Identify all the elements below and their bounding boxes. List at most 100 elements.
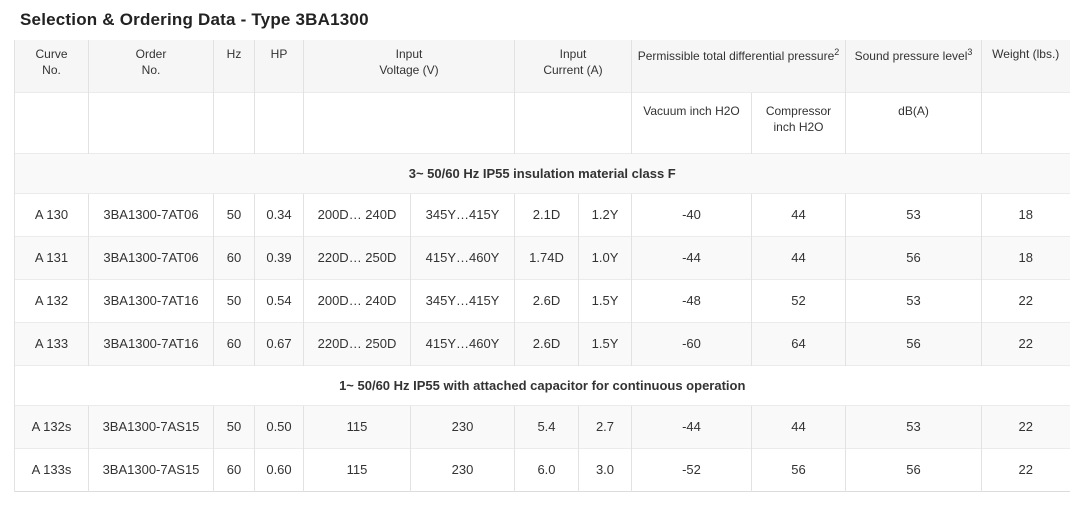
subheader-empty xyxy=(303,91,515,153)
cell-weight: 18 xyxy=(981,235,1070,279)
cell-weight: 22 xyxy=(981,278,1070,322)
cell-hp: 0.50 xyxy=(254,404,304,448)
column-header-curve-no: Curve No. xyxy=(14,40,89,92)
column-header-weight: Weight (lbs.) xyxy=(981,40,1070,92)
cell-order-no: 3BA1300-7AS15 xyxy=(88,404,214,448)
cell-current-y: 1.5Y xyxy=(578,278,632,322)
cell-db: 53 xyxy=(845,192,982,236)
sound-footnote-marker: 3 xyxy=(967,47,973,57)
cell-order-no: 3BA1300-7AS15 xyxy=(88,447,214,491)
cell-db: 56 xyxy=(845,235,982,279)
cell-hz: 60 xyxy=(213,321,255,365)
column-header-input-current: Input Current (A) xyxy=(514,40,632,92)
cell-current-d: 6.0 xyxy=(514,447,579,491)
cell-compressor: 64 xyxy=(751,321,846,365)
cell-db: 53 xyxy=(845,404,982,448)
cell-order-no: 3BA1300-7AT06 xyxy=(88,192,214,236)
cell-voltage-d: 200D… 240D xyxy=(303,278,411,322)
subheader-compressor: Compressor inch H2O xyxy=(751,91,846,153)
cell-curve-no: A 130 xyxy=(14,192,89,236)
cell-voltage-y: 345Y…415Y xyxy=(410,192,515,236)
cell-order-no: 3BA1300-7AT16 xyxy=(88,321,214,365)
cell-hp: 0.39 xyxy=(254,235,304,279)
cell-vacuum: -44 xyxy=(631,404,752,448)
cell-voltage-y: 230 xyxy=(410,404,515,448)
section-title: 1~ 50/60 Hz IP55 with attached capacitor… xyxy=(14,364,1070,405)
subheader-empty xyxy=(981,91,1070,153)
cell-vacuum: -52 xyxy=(631,447,752,491)
table-row: A 131 3BA1300-7AT06 60 0.39 220D… 250D 4… xyxy=(14,235,1070,279)
cell-voltage-y: 415Y…460Y xyxy=(410,235,515,279)
subheader-empty xyxy=(88,91,214,153)
cell-vacuum: -48 xyxy=(631,278,752,322)
cell-current-d: 2.6D xyxy=(514,321,579,365)
cell-voltage-d: 220D… 250D xyxy=(303,235,411,279)
cell-hz: 50 xyxy=(213,278,255,322)
cell-hp: 0.60 xyxy=(254,447,304,491)
cell-vacuum: -44 xyxy=(631,235,752,279)
cell-current-y: 1.5Y xyxy=(578,321,632,365)
cell-voltage-d: 115 xyxy=(303,404,411,448)
cell-curve-no: A 132 xyxy=(14,278,89,322)
cell-current-y: 3.0 xyxy=(578,447,632,491)
subheader-empty xyxy=(14,91,89,153)
column-header-pressure: Permissible total differential pressure2 xyxy=(631,40,846,92)
cell-current-d: 5.4 xyxy=(514,404,579,448)
subheader-db: dB(A) xyxy=(845,91,982,153)
cell-current-d: 2.6D xyxy=(514,278,579,322)
subheader-empty xyxy=(213,91,255,153)
cell-voltage-y: 345Y…415Y xyxy=(410,278,515,322)
cell-current-d: 2.1D xyxy=(514,192,579,236)
section-title: 3~ 50/60 Hz IP55 insulation material cla… xyxy=(14,152,1070,193)
cell-weight: 22 xyxy=(981,447,1070,491)
cell-hz: 60 xyxy=(213,447,255,491)
column-header-sound: Sound pressure level3 xyxy=(845,40,982,92)
header-row-main: Curve No. Order No. Hz HP Input Voltage … xyxy=(14,40,1070,92)
cell-weight: 22 xyxy=(981,404,1070,448)
cell-vacuum: -40 xyxy=(631,192,752,236)
cell-voltage-d: 220D… 250D xyxy=(303,321,411,365)
subheader-empty xyxy=(254,91,304,153)
cell-db: 56 xyxy=(845,447,982,491)
cell-vacuum: -60 xyxy=(631,321,752,365)
subheader-empty xyxy=(514,91,632,153)
page-title: Selection & Ordering Data - Type 3BA1300 xyxy=(20,10,369,29)
cell-compressor: 44 xyxy=(751,404,846,448)
header-row-sub: Vacuum inch H2O Compressor inch H2O dB(A… xyxy=(14,91,1070,153)
cell-curve-no: A 133 xyxy=(14,321,89,365)
cell-current-y: 1.2Y xyxy=(578,192,632,236)
subheader-vacuum: Vacuum inch H2O xyxy=(631,91,752,153)
table-row: A 132 3BA1300-7AT16 50 0.54 200D… 240D 3… xyxy=(14,278,1070,322)
pressure-footnote-marker: 2 xyxy=(834,47,840,57)
cell-curve-no: A 131 xyxy=(14,235,89,279)
column-header-input-voltage: Input Voltage (V) xyxy=(303,40,515,92)
cell-weight: 18 xyxy=(981,192,1070,236)
cell-compressor: 44 xyxy=(751,235,846,279)
cell-hp: 0.34 xyxy=(254,192,304,236)
table-row: A 130 3BA1300-7AT06 50 0.34 200D… 240D 3… xyxy=(14,192,1070,236)
cell-voltage-d: 115 xyxy=(303,447,411,491)
cell-hz: 60 xyxy=(213,235,255,279)
cell-voltage-d: 200D… 240D xyxy=(303,192,411,236)
cell-current-y: 2.7 xyxy=(578,404,632,448)
table-row: A 132s 3BA1300-7AS15 50 0.50 115 230 5.4… xyxy=(14,404,1070,448)
cell-voltage-y: 230 xyxy=(410,447,515,491)
cell-compressor: 52 xyxy=(751,278,846,322)
cell-db: 56 xyxy=(845,321,982,365)
cell-current-y: 1.0Y xyxy=(578,235,632,279)
cell-order-no: 3BA1300-7AT16 xyxy=(88,278,214,322)
cell-hp: 0.54 xyxy=(254,278,304,322)
cell-curve-no: A 132s xyxy=(14,404,89,448)
column-header-order-no: Order No. xyxy=(88,40,214,92)
cell-order-no: 3BA1300-7AT06 xyxy=(88,235,214,279)
cell-weight: 22 xyxy=(981,321,1070,365)
cell-curve-no: A 133s xyxy=(14,447,89,491)
section-header-row: 1~ 50/60 Hz IP55 with attached capacitor… xyxy=(14,364,1070,405)
cell-db: 53 xyxy=(845,278,982,322)
cell-voltage-y: 415Y…460Y xyxy=(410,321,515,365)
pressure-label: Permissible total differential pressure xyxy=(637,49,835,63)
column-header-hp: HP xyxy=(254,40,304,92)
table-row: A 133 3BA1300-7AT16 60 0.67 220D… 250D 4… xyxy=(14,321,1070,365)
cell-hz: 50 xyxy=(213,404,255,448)
table-row: A 133s 3BA1300-7AS15 60 0.60 115 230 6.0… xyxy=(14,447,1070,491)
